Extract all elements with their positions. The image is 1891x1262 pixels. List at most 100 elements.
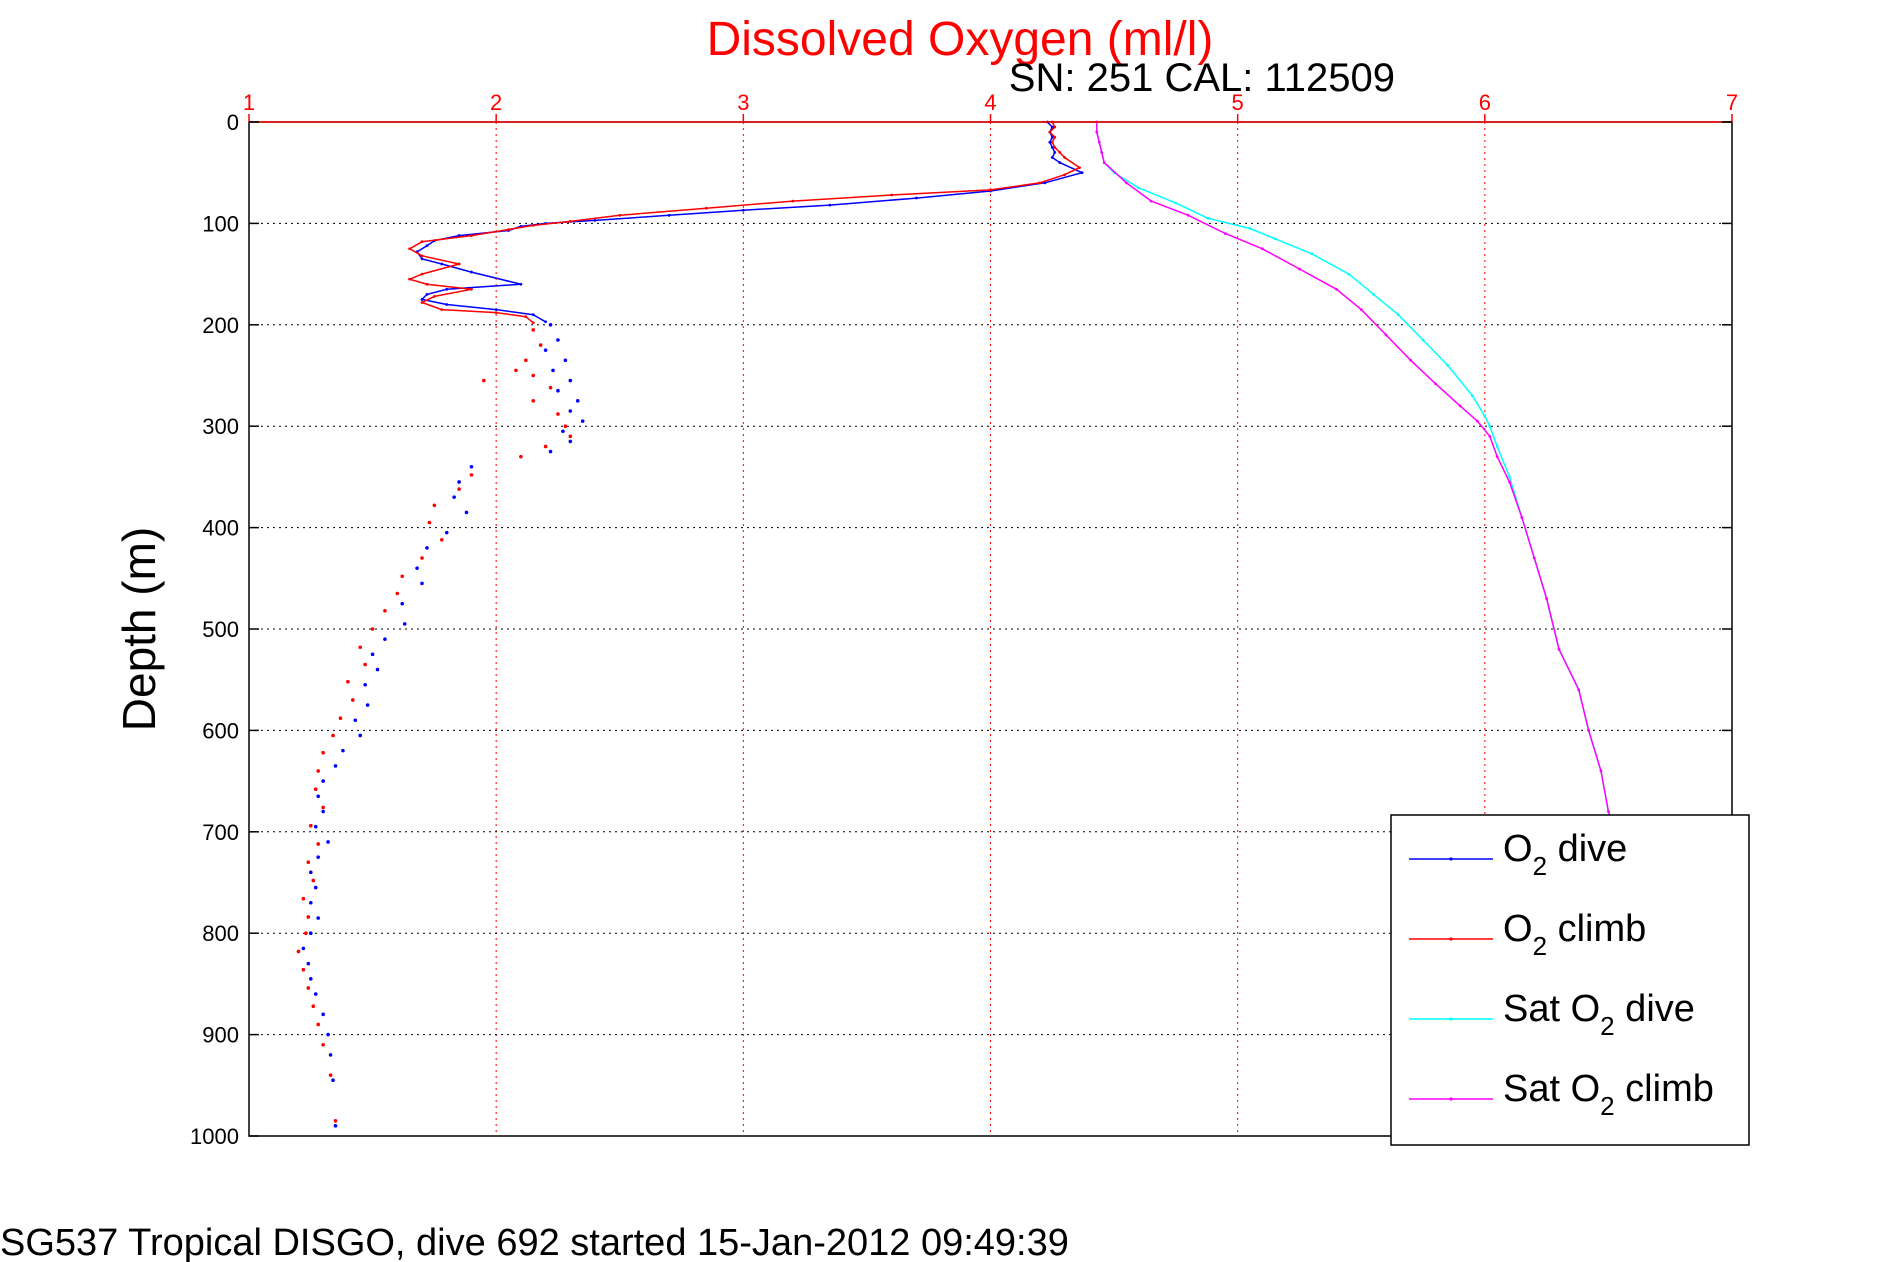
data-point-o2-dive (420, 257, 424, 261)
data-point-o2-dive-deep (363, 682, 367, 687)
data-point-sat-o2-dive (1310, 252, 1314, 256)
data-point-o2-climb-deep (316, 769, 321, 773)
data-point-o2-dive (470, 270, 473, 274)
x-tick-label: 4 (984, 90, 996, 115)
data-point-o2-climb-deep (338, 716, 343, 721)
legend-label-text: O (1503, 828, 1533, 870)
data-point-o2-climb (425, 282, 429, 286)
data-point-sat-o2-climb (1557, 647, 1561, 651)
data-point-o2-dive (1050, 135, 1054, 139)
data-point-o2-climb (420, 254, 424, 258)
legend-marker (1449, 1097, 1453, 1101)
legend-label-text: climb (1615, 1068, 1714, 1110)
data-point-o2-dive-deep (556, 388, 560, 393)
data-point-o2-climb-deep (316, 1022, 321, 1027)
data-point-o2-dive (425, 292, 429, 296)
data-point-o2-climb (420, 240, 424, 244)
data-point-sat-o2-climb (1532, 556, 1536, 560)
data-point-o2-dive-deep (328, 1053, 333, 1057)
data-point-o2-dive-deep (353, 718, 358, 723)
data-point-o2-dive-deep (556, 338, 560, 342)
data-point-o2-dive-deep (425, 546, 429, 550)
data-point-o2-dive-deep (321, 779, 325, 783)
data-point-sat-o2-dive (1483, 414, 1487, 418)
data-point-o2-climb-deep (543, 444, 548, 449)
data-point-o2-climb-deep (519, 454, 523, 459)
y-tick-label: 600 (202, 718, 239, 743)
data-point-o2-dive (425, 244, 429, 248)
y-axis-label: Depth (m) (113, 527, 165, 731)
data-point-o2-dive-deep (313, 824, 318, 829)
y-tick-label: 700 (202, 820, 239, 845)
data-point-o2-climb (1053, 145, 1057, 149)
data-point-o2-climb-deep (531, 328, 536, 332)
legend-label-text: dive (1615, 988, 1695, 1030)
data-point-o2-dive-deep (313, 885, 318, 890)
data-point-o2-dive-deep (375, 667, 380, 672)
data-point-o2-dive-deep (341, 748, 345, 753)
data-point-sat-o2-dive (1347, 272, 1351, 276)
data-point-o2-dive-deep (321, 1012, 325, 1017)
data-point-o2-dive-deep (568, 378, 573, 383)
axis-ticks: 1 2 3 4 5 6 7 0 100 200 300 400 500 600 700 800 900 1000 (190, 90, 1738, 1149)
data-point-o2-dive-deep (308, 977, 313, 981)
legend-label-text: dive (1547, 828, 1627, 870)
data-point-o2-climb-deep (420, 556, 424, 560)
data-point-o2-climb (420, 272, 424, 276)
data-point-o2-dive-deep (316, 855, 321, 859)
data-point-o2-climb-deep (556, 412, 560, 416)
y-tick-label: 100 (202, 211, 239, 236)
data-point-o2-climb-deep (482, 378, 486, 383)
data-point-sat-o2-dive (1421, 338, 1425, 342)
data-point-sat-o2-climb (1384, 333, 1388, 337)
data-point-o2-climb (420, 301, 424, 304)
x-tick-label: 3 (737, 90, 749, 115)
data-point-o2-dive (828, 203, 832, 207)
data-point-o2-dive-deep (333, 1124, 338, 1128)
data-point-o2-climb (457, 262, 461, 266)
data-point-o2-climb (524, 315, 528, 319)
data-point-sat-o2-climb (1125, 181, 1128, 185)
data-point-o2-climb (704, 206, 708, 210)
data-point-sat-o2-dive (1206, 216, 1210, 220)
data-point-sat-o2-dive (1495, 445, 1499, 448)
data-point-o2-dive (531, 313, 535, 317)
data-point-o2-dive-deep (301, 946, 306, 951)
data-point-o2-dive (420, 298, 424, 301)
data-point-o2-climb (470, 234, 473, 237)
data-point-o2-dive (667, 213, 671, 217)
data-point-o2-climb (1078, 166, 1081, 170)
data-point-sat-o2-climb (1508, 480, 1511, 484)
data-point-sat-o2-climb (1495, 455, 1499, 459)
data-point-o2-dive (445, 287, 449, 291)
legend-label-subscript: 2 (1600, 1091, 1614, 1121)
data-point-o2-dive-deep (321, 809, 325, 814)
data-point-o2-dive (914, 196, 918, 200)
data-point-o2-dive-deep (326, 840, 330, 844)
data-point-sat-o2-climb (1260, 247, 1264, 251)
data-point-sat-o2-climb (1434, 382, 1437, 386)
data-point-o2-dive (494, 308, 498, 311)
data-point-sat-o2-dive (1273, 237, 1277, 241)
data-point-o2-dive-deep (563, 358, 568, 363)
data-point-sat-o2-dive (1396, 313, 1400, 317)
y-tick-label: 500 (202, 617, 239, 642)
data-point-sat-o2-climb (1102, 161, 1106, 164)
data-point-o2-climb-deep (333, 1118, 338, 1123)
series-line-o2-dive (416, 121, 1085, 323)
data-point-o2-climb (1038, 181, 1042, 185)
data-point-o2-climb-deep (321, 750, 325, 755)
data-point-o2-climb-deep (514, 368, 518, 373)
data-point-o2-climb-deep (331, 733, 335, 738)
data-point-o2-dive-deep (415, 566, 419, 570)
data-point-sat-o2-climb (1149, 199, 1153, 203)
data-point-o2-climb-deep (301, 967, 306, 972)
data-point-o2-climb-deep (563, 424, 568, 429)
data-point-o2-dive (1053, 151, 1057, 154)
data-point-sat-o2-climb (1607, 810, 1610, 813)
data-point-o2-dive-deep (358, 733, 363, 738)
y-tick-label: 400 (202, 516, 239, 541)
data-point-o2-dive (1050, 145, 1054, 149)
data-point-sat-o2-climb (1095, 130, 1099, 134)
